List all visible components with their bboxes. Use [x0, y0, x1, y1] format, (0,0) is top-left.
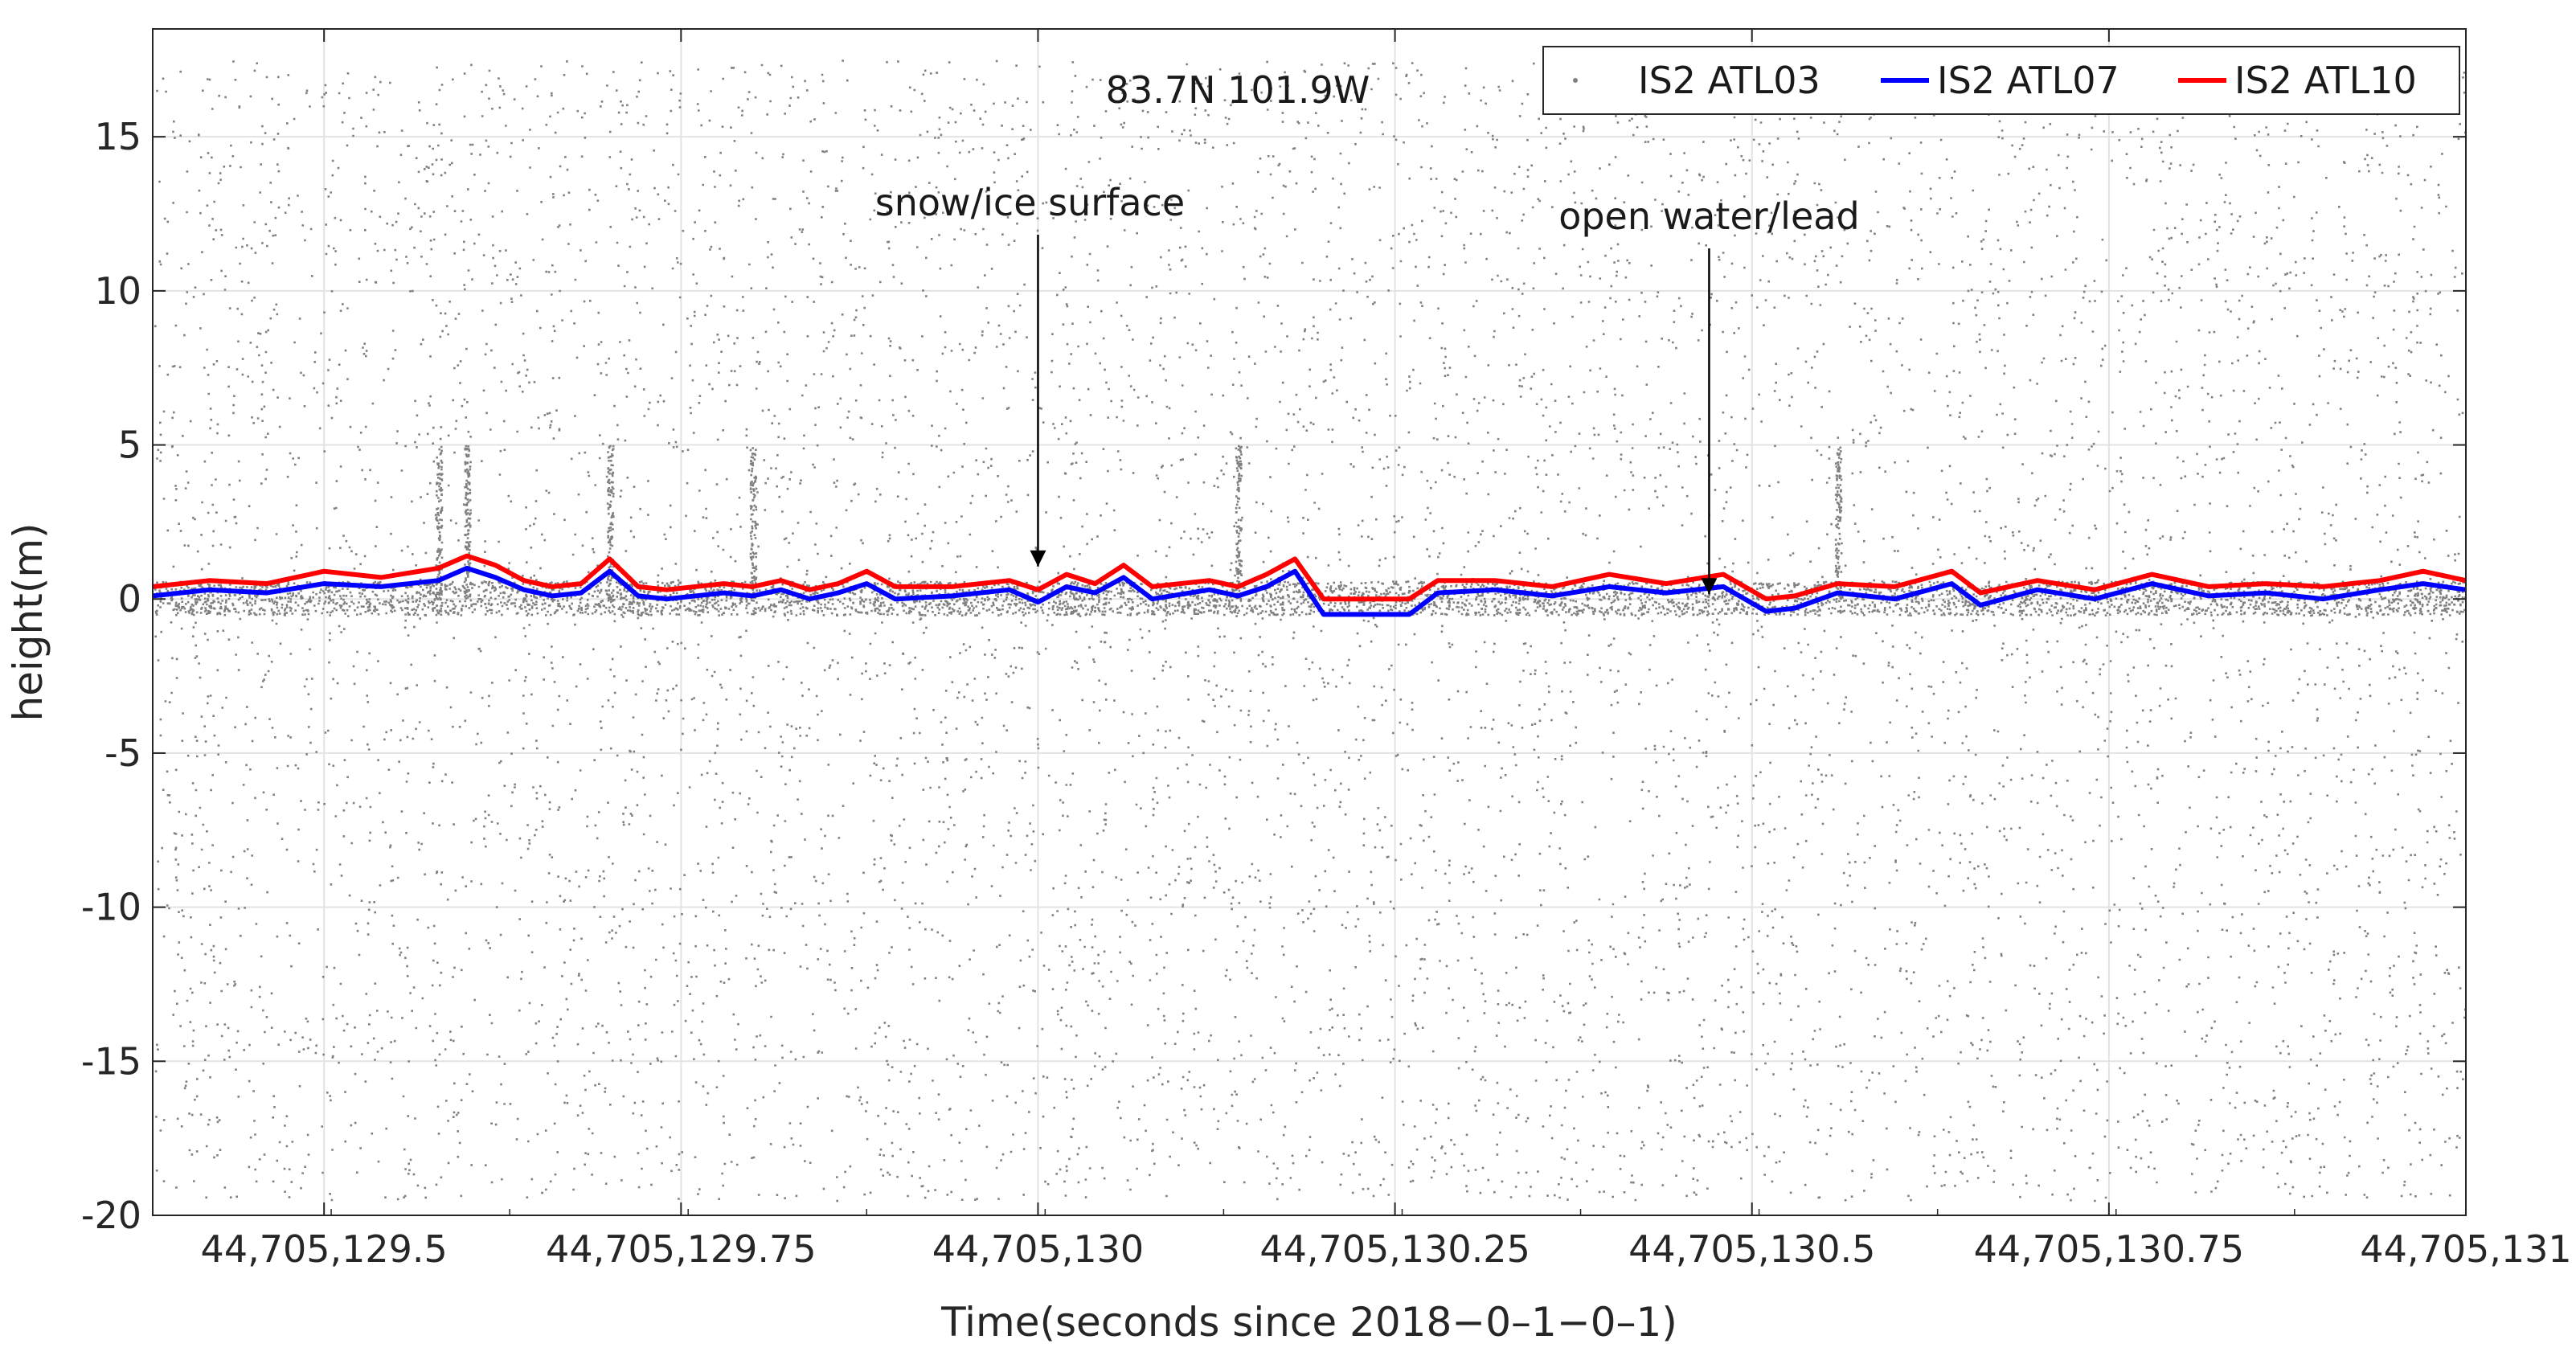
y-tick-label: -5 — [104, 731, 141, 775]
y-tick-label: 10 — [94, 269, 141, 313]
legend-label-atl07: IS2 ATL07 — [1937, 59, 2119, 102]
location-label: 83.7N 101.9W — [1106, 68, 1370, 112]
y-tick-label: -20 — [81, 1194, 141, 1237]
grid-lines — [153, 29, 2467, 1216]
axis-ticks: 15 10 5 0 -5 -10 -15 -20 44,705,129.5 44,705,129.… — [81, 29, 2572, 1271]
y-tick-label: -15 — [81, 1039, 141, 1083]
legend-box — [1542, 46, 2460, 115]
is2-atl07-line — [152, 565, 2467, 617]
x-tick-label: 44,705,131 — [2360, 1227, 2571, 1271]
annotation-label: snow/ice surface — [875, 181, 1185, 224]
y-tick-label: -10 — [81, 886, 141, 929]
is2-atl10-line — [152, 553, 2467, 602]
annotation-label: open water/lead — [1558, 195, 1859, 238]
y-tick-label: 0 — [118, 577, 141, 621]
x-tick-label: 44,705,130.25 — [1259, 1227, 1530, 1271]
x-tick-label: 44,705,129.75 — [546, 1227, 817, 1271]
x-axis-label: Time(seconds since 2018−0–1−0–1) — [940, 1299, 1677, 1346]
x-tick-label: 44,705,130 — [932, 1227, 1144, 1271]
legend-label-atl10: IS2 ATL10 — [2234, 59, 2417, 102]
legend: IS2 ATL03 IS2 ATL07 IS2 ATL10 — [1542, 46, 2460, 115]
x-tick-label: 44,705,130.5 — [1628, 1227, 1875, 1271]
y-tick-label: 15 — [94, 115, 141, 158]
x-tick-label: 44,705,130.75 — [1974, 1227, 2245, 1271]
annotations: snow/ice surface open water/lead — [875, 181, 1860, 595]
plot-frame — [152, 28, 2467, 1216]
plot-area — [153, 29, 2466, 1215]
y-axis-label: height(m) — [5, 522, 51, 721]
legend-marker-atl03 — [1573, 78, 1578, 83]
annotation-arrowhead — [1701, 578, 1718, 595]
legend-label-atl03: IS2 ATL03 — [1638, 59, 1820, 102]
series-lines — [152, 553, 2467, 617]
y-tick-label: 5 — [118, 424, 141, 467]
x-tick-label: 44,705,129.5 — [201, 1227, 448, 1271]
annotation-arrowhead — [1030, 550, 1046, 567]
